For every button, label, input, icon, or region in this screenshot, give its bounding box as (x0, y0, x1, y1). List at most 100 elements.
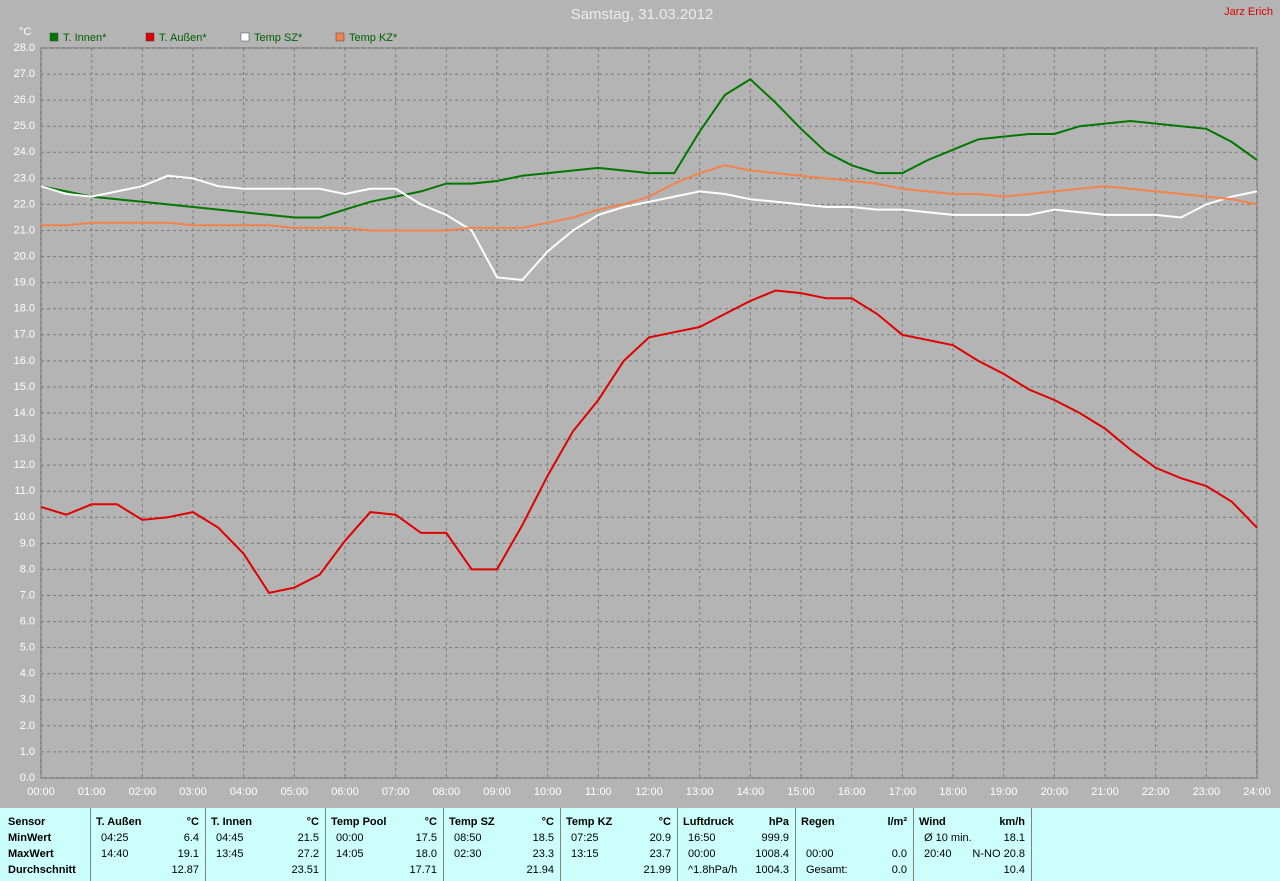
series-line (40, 289, 1258, 595)
y-tick-label: 23.0 (14, 172, 35, 184)
cell-label: 04:45 (216, 832, 244, 844)
series-line (41, 164, 1258, 232)
y-tick-label: 17.0 (14, 329, 35, 341)
cell-label: 16:50 (688, 832, 716, 844)
table-column: Temp SZ °C 08:50 18.5 02:30 23.3 21.94 (443, 808, 560, 881)
y-tick-label: 20.0 (14, 250, 35, 262)
x-tick-label: 12:00 (635, 786, 663, 798)
column-header: Regen (801, 816, 835, 828)
y-tick-label: 6.0 (20, 615, 35, 627)
cell-value: 21.94 (526, 864, 554, 876)
legend-label: Temp KZ* (349, 32, 398, 44)
cell-value: 18.1 (1003, 832, 1025, 844)
cell-value: 20.9 (649, 832, 671, 844)
table-end (1031, 808, 1032, 881)
x-tick-label: 03:00 (179, 786, 207, 798)
x-tick-label: 01:00 (78, 786, 106, 798)
y-tick-label: 21.0 (14, 224, 35, 236)
legend-label: T. Außen* (159, 32, 207, 44)
y-tick-label: 22.0 (14, 198, 35, 210)
column-header: Temp KZ (566, 816, 613, 828)
cell-label: 00:00 (806, 848, 834, 860)
cell-label: 00:00 (688, 848, 716, 860)
cell-value: 1004.3 (755, 864, 789, 876)
y-tick-label: 9.0 (20, 537, 35, 549)
x-tick-label: 02:00 (129, 786, 157, 798)
column-unit: l/m² (887, 816, 907, 828)
table-column: Temp Pool °C 00:00 17.5 14:05 18.0 17.71 (325, 808, 443, 881)
y-tick-label: 13.0 (14, 433, 35, 445)
cell-value: 0.0 (891, 864, 907, 876)
legend-swatch (240, 32, 250, 42)
y-tick-label: 8.0 (20, 563, 35, 575)
row-label: MinWert (8, 832, 52, 844)
y-axis-label: °C (19, 26, 31, 38)
x-tick-label: 23:00 (1193, 786, 1221, 798)
x-tick-label: 19:00 (990, 786, 1018, 798)
y-tick-label: 15.0 (14, 381, 35, 393)
y-tick-label: 16.0 (14, 355, 35, 367)
cell-value: 999.9 (761, 832, 789, 844)
x-tick-label: 07:00 (382, 786, 410, 798)
y-tick-label: 0.0 (20, 772, 35, 784)
x-tick-label: 20:00 (1041, 786, 1069, 798)
x-tick-label: 04:00 (230, 786, 258, 798)
y-tick-label: 4.0 (20, 668, 35, 680)
cell-value: 18.0 (415, 848, 437, 860)
x-tick-label: 06:00 (331, 786, 359, 798)
legend-swatch (335, 32, 345, 42)
column-unit: °C (306, 816, 319, 828)
y-tick-label: 10.0 (14, 511, 35, 523)
x-tick-label: 17:00 (889, 786, 917, 798)
cell-label: Ø 10 min. (924, 832, 972, 844)
cell-value: 23.3 (532, 848, 554, 860)
column-unit: km/h (999, 816, 1025, 828)
x-tick-label: 11:00 (585, 786, 612, 798)
legend-swatch (145, 32, 155, 42)
cell-value: 21.5 (297, 832, 319, 844)
x-tick-label: 10:00 (534, 786, 562, 798)
series-line (40, 78, 1258, 219)
row-label: Sensor (8, 816, 46, 828)
column-unit: °C (186, 816, 199, 828)
cell-label: 02:30 (454, 848, 482, 860)
column-header: T. Innen (211, 816, 252, 828)
x-tick-label: 13:00 (686, 786, 714, 798)
cell-value: 1008.4 (755, 848, 789, 860)
x-tick-label: 08:00 (433, 786, 461, 798)
cell-value: 23.51 (291, 864, 319, 876)
x-tick-label: 21:00 (1091, 786, 1119, 798)
x-tick-label: 09:00 (483, 786, 511, 798)
row-label: Durchschnitt (8, 864, 76, 876)
x-tick-label: 14:00 (737, 786, 765, 798)
cell-value: 10.4 (1003, 864, 1025, 876)
column-header: Temp SZ (449, 816, 495, 828)
table-column: Regen l/m² 00:00 0.0 Gesamt: 0.0 (795, 808, 913, 881)
x-tick-label: 00:00 (27, 786, 55, 798)
y-tick-label: 25.0 (14, 120, 35, 132)
cell-label: Gesamt: (806, 864, 848, 876)
y-tick-label: 1.0 (20, 746, 35, 758)
y-tick-label: 27.0 (14, 68, 35, 80)
column-unit: °C (658, 816, 671, 828)
cell-value: 0.0 (891, 848, 907, 860)
column-header: T. Außen (96, 816, 142, 828)
y-tick-label: 24.0 (14, 146, 35, 158)
table-column: T. Außen °C 04:25 6.4 14:40 19.1 12.87 (90, 808, 205, 881)
x-tick-label: 24:00 (1243, 786, 1271, 798)
legend-label: Temp SZ* (254, 32, 303, 44)
stats-table: Sensor MinWert MaxWert Durchschnitt T. Außen… (0, 808, 1280, 881)
x-tick-label: 15:00 (787, 786, 815, 798)
chart: Samstag, 31.03.2012 Jarz Erich °C 0.0 1.0… (14, 6, 1273, 798)
column-unit: °C (424, 816, 437, 828)
y-tick-label: 3.0 (20, 694, 35, 706)
cell-value: 17.5 (415, 832, 437, 844)
column-unit: hPa (768, 816, 789, 828)
author: Jarz Erich (1224, 6, 1273, 18)
y-tick-label: 7.0 (20, 589, 35, 601)
cell-label: 14:05 (336, 848, 364, 860)
column-header: Luftdruck (683, 816, 734, 828)
x-tick-label: 05:00 (281, 786, 309, 798)
cell-value: 27.2 (297, 848, 319, 860)
